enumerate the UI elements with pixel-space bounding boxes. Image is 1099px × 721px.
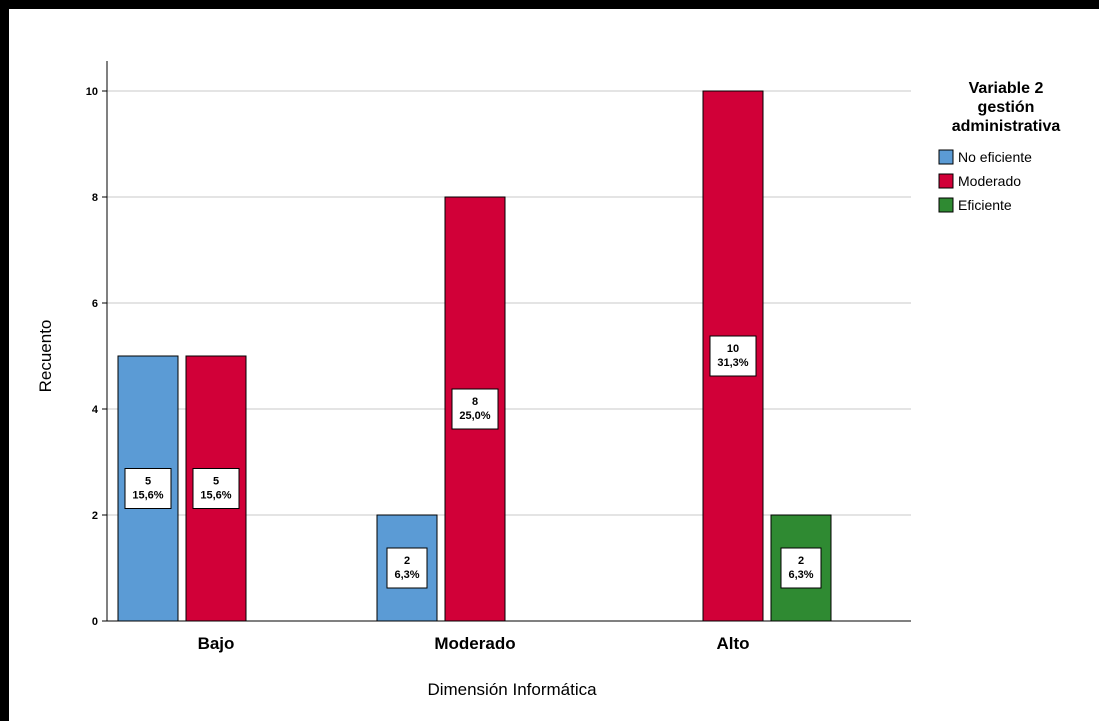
legend-swatch-no-eficiente bbox=[938, 149, 954, 165]
data-label-box-moderado-no-eficiente bbox=[386, 547, 428, 589]
axis-layer: 0 2 4 6 8 10 Bajo Moderado Alto bbox=[86, 61, 911, 653]
data-label-count-moderado-moderado: 8 bbox=[472, 396, 478, 408]
y-tick-label-0: 0 bbox=[92, 616, 98, 628]
data-label-box-alto-moderado bbox=[709, 335, 757, 377]
data-label-box-bajo-moderado bbox=[192, 468, 240, 509]
legend-title-line-1: Variable 2 bbox=[969, 80, 1044, 97]
y-tick-label-4: 4 bbox=[92, 404, 99, 416]
data-label-box-bajo-no-eficiente bbox=[124, 468, 172, 509]
data-label-count-moderado-no-eficiente: 2 bbox=[404, 555, 410, 567]
data-label-box-alto-eficiente bbox=[780, 547, 822, 589]
data-label-percent-moderado-moderado: 25,0% bbox=[459, 410, 490, 422]
data-label-box-moderado-moderado bbox=[451, 388, 499, 430]
x-tick-label-moderado: Moderado bbox=[434, 634, 515, 653]
legend-label-no-eficiente: No eficiente bbox=[958, 149, 1032, 165]
y-tick-label-2: 2 bbox=[92, 510, 98, 522]
data-label-percent-bajo-moderado: 15,6% bbox=[200, 490, 231, 502]
legend-label-eficiente: Eficiente bbox=[958, 197, 1012, 213]
legend-swatch-eficiente bbox=[938, 197, 954, 213]
legend-items: No eficiente Moderado Eficiente bbox=[938, 149, 1032, 213]
x-tick-label-bajo: Bajo bbox=[198, 634, 235, 653]
y-axis-title: Recuento bbox=[36, 320, 55, 393]
legend-swatch-moderado bbox=[938, 173, 954, 189]
chart-frame: 5 15,6% 5 15,6% 2 6,3% 8 25,0% 10 31,3% 2 6,3% 0 2 4 6… bbox=[8, 9, 1099, 721]
x-axis-title: Dimensión Informática bbox=[427, 680, 597, 699]
data-label-count-bajo-no-eficiente: 5 bbox=[145, 476, 151, 488]
y-tick-label-10: 10 bbox=[86, 86, 98, 98]
legend: Variable 2 gestión administrativa No efi… bbox=[938, 80, 1061, 213]
legend-title-line-2: gestión bbox=[978, 99, 1035, 116]
data-label-percent-alto-eficiente: 6,3% bbox=[788, 569, 813, 581]
y-tick-label-6: 6 bbox=[92, 298, 98, 310]
legend-title-line-3: administrativa bbox=[952, 118, 1061, 135]
data-label-percent-moderado-no-eficiente: 6,3% bbox=[394, 569, 419, 581]
data-label-count-alto-eficiente: 2 bbox=[798, 555, 804, 567]
x-tick-label-alto: Alto bbox=[716, 634, 749, 653]
data-label-count-bajo-moderado: 5 bbox=[213, 476, 219, 488]
bar-chart: 5 15,6% 5 15,6% 2 6,3% 8 25,0% 10 31,3% 2 6,3% 0 2 4 6… bbox=[36, 61, 1061, 699]
data-label-percent-bajo-no-eficiente: 15,6% bbox=[132, 490, 163, 502]
data-label-layer: 5 15,6% 5 15,6% 2 6,3% 8 25,0% 10 31,3% 2 6,3% bbox=[124, 335, 822, 589]
legend-label-moderado: Moderado bbox=[958, 173, 1021, 189]
data-label-count-alto-moderado: 10 bbox=[727, 343, 739, 355]
data-label-percent-alto-moderado: 31,3% bbox=[717, 357, 748, 369]
y-tick-label-8: 8 bbox=[92, 192, 98, 204]
